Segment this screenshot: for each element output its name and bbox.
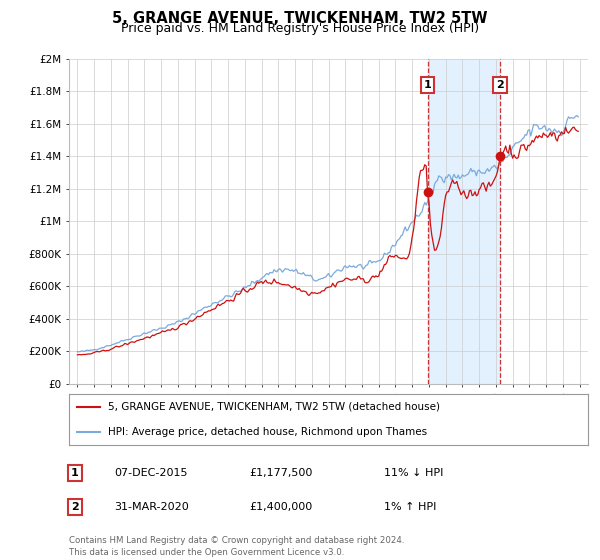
Text: Contains HM Land Registry data © Crown copyright and database right 2024.
This d: Contains HM Land Registry data © Crown c…: [69, 536, 404, 557]
Text: 1: 1: [71, 468, 79, 478]
Text: 5, GRANGE AVENUE, TWICKENHAM, TW2 5TW: 5, GRANGE AVENUE, TWICKENHAM, TW2 5TW: [112, 11, 488, 26]
Text: 2: 2: [496, 80, 504, 90]
Text: 07-DEC-2015: 07-DEC-2015: [114, 468, 187, 478]
Text: 31-MAR-2020: 31-MAR-2020: [114, 502, 189, 512]
Text: 1: 1: [424, 80, 431, 90]
Text: 5, GRANGE AVENUE, TWICKENHAM, TW2 5TW (detached house): 5, GRANGE AVENUE, TWICKENHAM, TW2 5TW (d…: [108, 402, 440, 412]
Text: HPI: Average price, detached house, Richmond upon Thames: HPI: Average price, detached house, Rich…: [108, 427, 427, 437]
Text: 2: 2: [71, 502, 79, 512]
Text: £1,177,500: £1,177,500: [249, 468, 313, 478]
Text: £1,400,000: £1,400,000: [249, 502, 312, 512]
Text: 1% ↑ HPI: 1% ↑ HPI: [384, 502, 436, 512]
Bar: [428, 59, 500, 384]
Text: Price paid vs. HM Land Registry's House Price Index (HPI): Price paid vs. HM Land Registry's House …: [121, 22, 479, 35]
Text: 11% ↓ HPI: 11% ↓ HPI: [384, 468, 443, 478]
